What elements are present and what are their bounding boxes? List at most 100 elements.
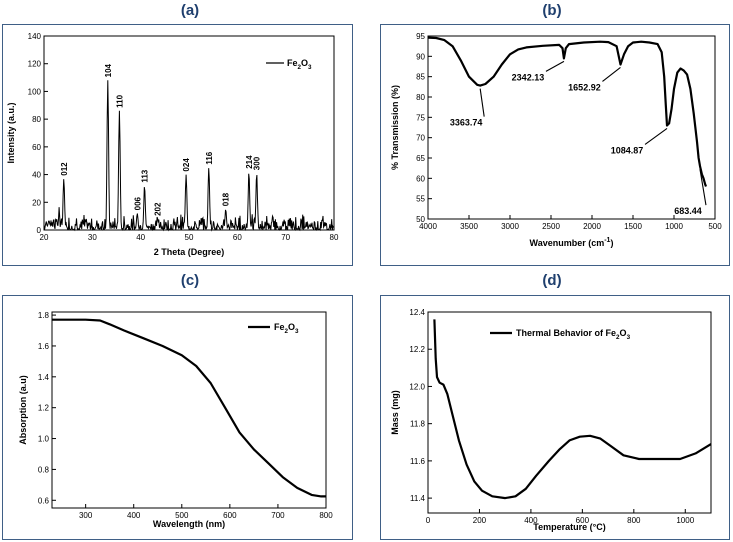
chart-b-plot-area: [427, 35, 716, 220]
chart-b-x-tick-label: 3500: [460, 222, 478, 231]
chart-a-y-tick-label: 0: [37, 226, 42, 235]
chart-b-y-tick-label: 75: [416, 113, 425, 122]
chart-d-series-line: [433, 319, 712, 500]
chart-d-y-tick-label: 12.0: [409, 382, 425, 391]
chart-a-x-tick-label: 30: [88, 233, 97, 242]
chart-b-y-tick-label: 50: [416, 215, 425, 224]
chart-a-x-tick-label: 80: [330, 233, 339, 242]
chart-c-plot-area: [51, 311, 327, 509]
chart-a-peak-label: 024: [182, 158, 191, 172]
chart-b-series-line: [427, 36, 708, 187]
chart-a-y-tick-label: 140: [28, 32, 42, 41]
chart-b-annotation-label: 3363.74: [450, 118, 483, 128]
chart-a-x-tick-label: 50: [185, 233, 194, 242]
chart-a-y-tick-label: 120: [28, 60, 42, 69]
chart-b-y-tick-label: 65: [416, 154, 425, 163]
chart-c-series-line: [52, 318, 326, 498]
chart-c-y-tick-label: 0.6: [38, 496, 50, 505]
chart-a-series-line: [43, 80, 334, 232]
chart-a-y-tick-label: 40: [32, 171, 41, 180]
chart-a-y-axis-label: Intensity (a.u.): [6, 102, 16, 163]
panel-a-title: (a): [180, 2, 200, 19]
chart-a-y-tick-label: 100: [28, 87, 42, 96]
chart-b-annotation-label: 1652.92: [568, 82, 601, 92]
chart-a-y-tick-label: 80: [32, 115, 41, 124]
chart-d-y-tick-label: 12.2: [409, 345, 425, 354]
chart-b-y-tick-label: 90: [416, 52, 425, 61]
chart-d-y-axis-label: Mass (mg): [390, 390, 400, 435]
chart-b-x-tick-label: 1000: [665, 222, 683, 231]
chart-c-x-tick-label: 800: [319, 511, 333, 520]
chart-b-annotation-label: 2342.13: [512, 72, 545, 82]
chart-d-y-tick-label: 12.4: [409, 308, 425, 317]
chart-a-peak-label: 113: [141, 169, 150, 182]
chart-a-x-tick-label: 70: [281, 233, 290, 242]
chart-c-x-tick-label: 300: [79, 511, 93, 520]
chart-d-x-tick-label: 200: [473, 516, 487, 525]
chart-c-x-tick-label: 400: [127, 511, 141, 520]
chart-d-x-tick-label: 0: [426, 516, 431, 525]
chart-a-peak-label: 018: [222, 192, 231, 206]
chart-b-annotation-arrow: [479, 88, 485, 117]
chart-b-x-tick-label: 4000: [419, 222, 437, 231]
chart-c-y-tick-label: 1.0: [38, 435, 50, 444]
chart-b-annotation-arrow: [699, 169, 707, 206]
chart-a-peak-label: 006: [133, 196, 142, 210]
chart-a-x-tick-label: 60: [233, 233, 242, 242]
chart-c-x-tick-label: 500: [175, 511, 189, 520]
chart-d-legend-text: Thermal Behavior of Fe2O3: [516, 328, 631, 341]
chart-d-x-tick-label: 400: [524, 516, 538, 525]
chart-b-y-tick-label: 85: [416, 73, 425, 82]
chart-b-y-tick-label: 70: [416, 134, 425, 143]
chart-a-peak-label: 110: [115, 94, 124, 107]
chart-d-y-tick-label: 11.6: [410, 457, 426, 466]
chart-b-x-axis-label: Wavenumber (cm-1): [530, 237, 614, 248]
chart-a-x-axis-label: 2 Theta (Degree): [154, 247, 225, 257]
chart-d-y-tick-label: 11.8: [410, 420, 426, 429]
chart-b-annotation-arrow: [644, 128, 668, 145]
chart-d-x-axis-label: Temperature (°C): [533, 522, 605, 532]
chart-a-x-tick-label: 40: [136, 233, 145, 242]
chart-b-x-tick-label: 2000: [583, 222, 601, 231]
panel-d-frame: [380, 295, 730, 540]
chart-d-y-tick-label: 11.4: [410, 494, 426, 503]
chart-b-x-tick-label: 2500: [542, 222, 560, 231]
chart-a-legend-text: Fe2O3: [287, 58, 312, 71]
chart-b-annotation-arrow: [602, 67, 621, 82]
chart-b-y-tick-label: 60: [416, 174, 425, 183]
chart-a-x-tick-label: 20: [40, 233, 49, 242]
chart-c-legend-text: Fe2O3: [274, 322, 299, 335]
chart-b-x-tick-label: 500: [708, 222, 722, 231]
chart-b-annotation-label: 1084.87: [611, 145, 644, 155]
chart-a-peak-label: 214: [245, 155, 254, 169]
chart-b-x-tick-label: 1500: [624, 222, 642, 231]
panel-b-title: (b): [542, 2, 562, 19]
chart-a-peak-label: 012: [60, 162, 69, 176]
chart-d-x-tick-label: 600: [576, 516, 590, 525]
chart-a-peak-label: 116: [205, 151, 214, 164]
chart-c-y-tick-label: 1.2: [38, 404, 50, 413]
chart-c-x-axis-label: Wavelength (nm): [153, 519, 225, 529]
panel-b-frame: [380, 24, 730, 266]
chart-c-x-tick-label: 600: [223, 511, 237, 520]
panel-c-frame: [2, 295, 353, 540]
chart-b-x-tick-label: 3000: [501, 222, 519, 231]
chart-b-y-tick-label: 95: [416, 32, 425, 41]
chart-c-x-tick-label: 700: [271, 511, 285, 520]
chart-c-y-tick-label: 1.6: [38, 342, 50, 351]
chart-b-y-tick-label: 55: [416, 195, 425, 204]
panel-c-title: (c): [180, 272, 200, 289]
chart-a-y-tick-label: 20: [32, 198, 41, 207]
chart-b-y-axis-label: % Transmission (%): [390, 85, 400, 170]
chart-d-x-tick-label: 800: [627, 516, 641, 525]
chart-c-y-tick-label: 1.4: [38, 373, 50, 382]
chart-a-peak-label: 202: [154, 202, 163, 216]
chart-a-y-tick-label: 60: [32, 143, 41, 152]
chart-d-plot-area: [427, 311, 712, 514]
chart-c-y-tick-label: 0.8: [38, 465, 50, 474]
chart-c-y-tick-label: 1.8: [38, 311, 50, 320]
